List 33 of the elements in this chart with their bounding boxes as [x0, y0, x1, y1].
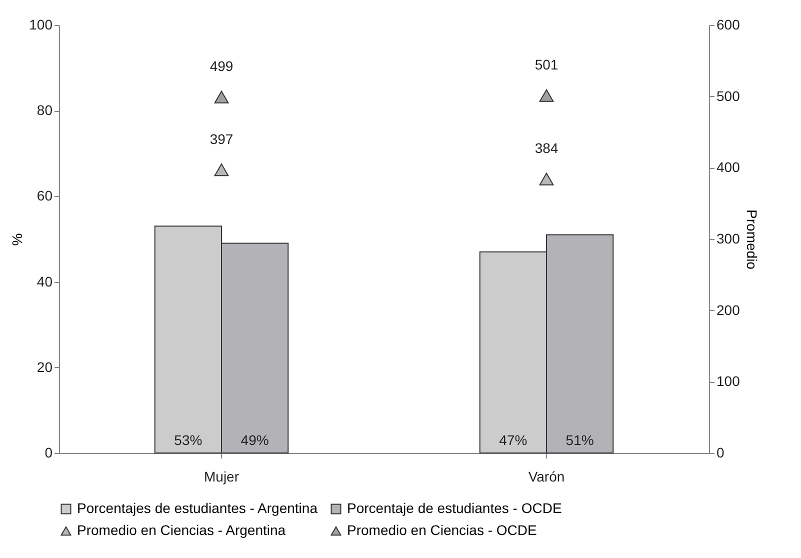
y-tick-label: 0	[44, 444, 53, 460]
point	[214, 164, 229, 176]
y-tick-label: 60	[36, 188, 53, 204]
x-tick-label: Mujer	[204, 468, 240, 484]
y-tick-label: 80	[36, 102, 53, 118]
legend-label: Porcentajes de estudiantes - Argentina	[77, 500, 318, 516]
data-label: 53%	[174, 432, 202, 448]
y2-tick-label: 400	[716, 159, 740, 176]
y2-axis-title: Promedio	[744, 210, 760, 270]
y-tick-label: 100	[29, 16, 53, 32]
y-axis-title: %	[9, 233, 26, 246]
legend-label: Porcentaje de estudiantes - OCDE	[347, 500, 562, 516]
legend-label: Promedio en Ciencias - OCDE	[347, 522, 537, 538]
data-label: 384	[534, 140, 558, 156]
y2-tick-label: 100	[716, 373, 740, 390]
y-tick-label: 20	[36, 358, 53, 375]
y-tick-label: 40	[36, 273, 53, 290]
legend-label: Promedio en Ciencias - Argentina	[77, 522, 286, 538]
y2-tick-label: 0	[716, 444, 724, 460]
data-label: 397	[210, 130, 234, 147]
point	[539, 172, 554, 186]
data-label: 501	[534, 56, 558, 73]
y2-tick-label: 300	[716, 230, 740, 246]
y2-tick-label: 200	[716, 302, 740, 318]
data-label: 49%	[240, 432, 269, 448]
data-label: 499	[210, 58, 234, 74]
data-label: 51%	[566, 432, 594, 448]
point	[539, 89, 554, 102]
y2-tick-label: 500	[716, 88, 740, 104]
x-tick-label: Varón	[528, 468, 565, 484]
data-label: 47%	[499, 432, 528, 448]
y2-tick-label: 600	[716, 16, 740, 32]
point	[214, 90, 229, 104]
